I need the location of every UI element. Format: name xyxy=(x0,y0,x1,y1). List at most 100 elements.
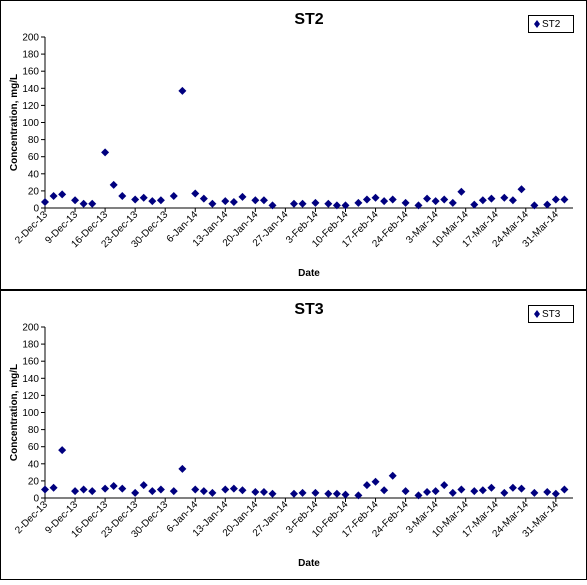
data-point xyxy=(289,199,298,208)
data-point xyxy=(388,195,397,204)
data-point xyxy=(423,194,432,203)
data-point xyxy=(341,490,350,499)
y-tick-label: 20 xyxy=(28,186,40,197)
data-point xyxy=(251,196,260,205)
y-tick-label: 160 xyxy=(22,67,39,78)
data-point xyxy=(324,489,333,498)
data-point xyxy=(487,483,496,492)
data-point xyxy=(289,489,298,498)
y-tick-label: 140 xyxy=(22,374,39,385)
data-point xyxy=(354,491,363,500)
data-point xyxy=(139,193,148,202)
data-point xyxy=(517,484,526,493)
legend-label: ST3 xyxy=(542,309,561,320)
data-point xyxy=(178,464,187,473)
data-point xyxy=(551,489,560,498)
data-point xyxy=(530,488,539,497)
data-point xyxy=(530,201,539,210)
legend-box xyxy=(528,305,574,323)
data-point xyxy=(221,197,230,206)
data-point xyxy=(131,488,140,497)
data-point xyxy=(414,201,423,210)
y-axis-label: Concentration, mg/L xyxy=(9,74,20,171)
data-point xyxy=(431,487,440,496)
data-point xyxy=(560,195,569,204)
data-point xyxy=(229,198,238,207)
data-point xyxy=(238,192,247,201)
legend-marker xyxy=(534,310,540,318)
chart-panel-st3: ST3 0 20 40 60 80 100 120 140 160 180 200 2-Dec-13 9-… xyxy=(0,290,587,580)
data-point xyxy=(251,488,260,497)
data-point xyxy=(208,199,217,208)
data-point xyxy=(58,190,67,199)
y-tick-label: 60 xyxy=(28,442,40,453)
data-point xyxy=(508,196,517,205)
data-point xyxy=(332,201,341,210)
data-point xyxy=(156,196,165,205)
data-point xyxy=(131,195,140,204)
data-point xyxy=(457,187,466,196)
data-point xyxy=(362,195,371,204)
data-point xyxy=(49,192,58,201)
data-point xyxy=(49,483,58,492)
data-point xyxy=(109,482,118,491)
y-tick-label: 20 xyxy=(28,476,40,487)
y-tick-label: 200 xyxy=(22,323,39,334)
data-point xyxy=(401,198,410,207)
chart-title: ST2 xyxy=(294,11,323,28)
chart-title: ST3 xyxy=(294,301,323,318)
data-point xyxy=(191,485,200,494)
data-point xyxy=(41,198,49,207)
data-point xyxy=(118,484,127,493)
data-point xyxy=(401,487,410,496)
data-point xyxy=(88,199,97,208)
data-point xyxy=(500,488,509,497)
data-point xyxy=(311,488,320,497)
legend-box xyxy=(528,15,574,33)
data-point xyxy=(139,481,148,490)
data-point xyxy=(79,199,88,208)
data-point xyxy=(311,198,320,207)
legend-label: ST2 xyxy=(542,19,561,30)
y-tick-label: 100 xyxy=(22,408,39,419)
data-point xyxy=(268,201,277,210)
data-point xyxy=(388,471,397,480)
data-point xyxy=(268,489,277,498)
data-point xyxy=(478,196,487,205)
data-point xyxy=(298,488,307,497)
data-point xyxy=(71,196,80,205)
data-point xyxy=(380,197,389,206)
y-tick-label: 0 xyxy=(33,494,39,505)
data-point xyxy=(148,487,157,496)
data-point xyxy=(79,485,88,494)
data-point xyxy=(58,446,67,455)
data-point xyxy=(543,200,552,209)
data-point xyxy=(324,199,333,208)
data-point xyxy=(341,201,350,210)
data-point xyxy=(101,148,110,157)
y-tick-label: 100 xyxy=(22,118,39,129)
data-point xyxy=(543,488,552,497)
chart-border xyxy=(0,290,587,580)
data-point xyxy=(440,195,449,204)
data-point xyxy=(470,487,479,496)
data-point xyxy=(362,481,371,490)
y-tick-label: 40 xyxy=(28,459,40,470)
x-axis-label: Date xyxy=(298,558,320,569)
data-point xyxy=(423,488,432,497)
legend-marker xyxy=(534,20,540,28)
data-point xyxy=(448,198,457,207)
data-point xyxy=(238,486,247,495)
y-tick-label: 180 xyxy=(22,340,39,351)
data-point xyxy=(470,200,479,209)
data-point xyxy=(229,484,238,493)
data-point xyxy=(191,189,200,198)
data-point xyxy=(371,477,380,486)
y-axis-label: Concentration, mg/L xyxy=(9,364,20,461)
y-tick-label: 60 xyxy=(28,152,40,163)
data-point xyxy=(259,196,268,205)
data-point xyxy=(371,193,380,202)
data-point xyxy=(178,86,187,95)
data-point xyxy=(332,489,341,498)
